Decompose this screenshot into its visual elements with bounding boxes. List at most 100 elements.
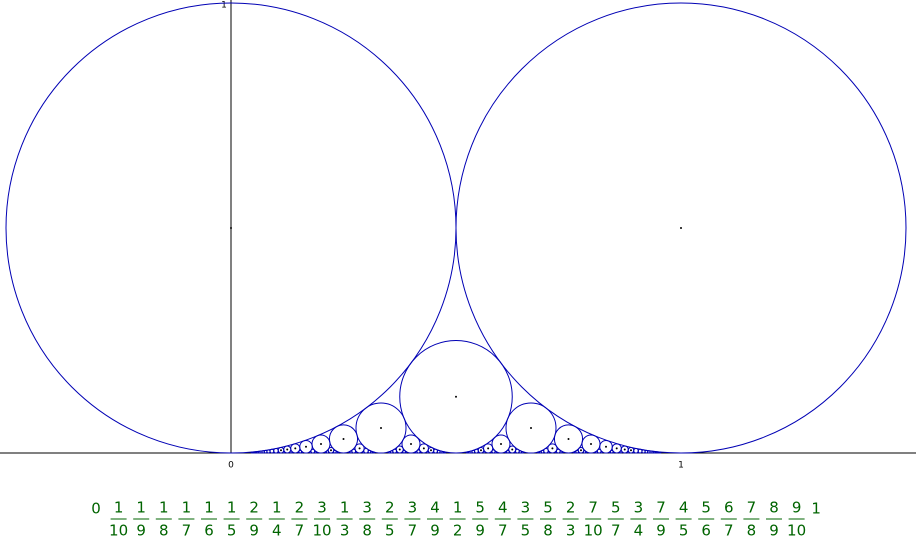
center-point: [358, 447, 361, 450]
ford-circle: [522, 451, 525, 454]
ford-circle: [432, 451, 435, 454]
ford-circle: [395, 451, 398, 454]
ford-circle: [536, 451, 539, 454]
numerator: 1: [453, 499, 463, 517]
ford-circle: [508, 451, 511, 454]
ford-circle: [514, 451, 517, 454]
center-point: [398, 448, 401, 451]
center-point: [294, 447, 297, 450]
numerator: 1: [204, 499, 214, 517]
ford-circle: [399, 340, 513, 454]
ford-circle: [250, 451, 253, 454]
numerator: 3: [408, 499, 418, 517]
ford-circle: [577, 451, 580, 454]
center-point: [567, 437, 570, 440]
denominator: 9: [249, 522, 259, 540]
ford-circle: [315, 451, 318, 454]
ford-circle: [426, 450, 430, 454]
denominator: 6: [204, 522, 214, 540]
ford-circle: [477, 451, 480, 454]
center-point: [605, 445, 607, 448]
ford-circle: [491, 434, 511, 454]
center-point: [380, 427, 382, 429]
denominator: 4: [272, 522, 282, 540]
x-axis-label: 0: [228, 461, 234, 471]
ford-circle: [561, 451, 564, 454]
ford-circle: [387, 451, 390, 454]
ford-circle: [328, 424, 359, 454]
denominator: 5: [385, 522, 395, 540]
center-point: [487, 447, 490, 450]
ford-circle: [632, 451, 635, 454]
ford-circle: [309, 450, 312, 454]
ford-circle: [547, 450, 550, 454]
center-point: [500, 443, 502, 445]
numerator: 1: [182, 499, 192, 517]
denominator: 6: [701, 522, 711, 540]
ford-circle: [618, 451, 621, 454]
ford-circle: [373, 451, 376, 454]
denominator: 8: [543, 522, 553, 540]
numerator: 2: [385, 499, 395, 517]
denominator: 3: [566, 522, 576, 540]
denominator: 10: [109, 522, 128, 540]
center-point: [630, 449, 632, 452]
denominator: 8: [362, 522, 372, 540]
numerator: 1: [159, 499, 169, 517]
denominator: 8: [159, 522, 169, 540]
denominator: 10: [787, 522, 806, 540]
ford-circle: [612, 451, 615, 454]
fraction-row: 0 110191817161529142731013382537491259473…: [91, 499, 821, 540]
denominator: 7: [498, 522, 508, 540]
circles: [5, 2, 907, 454]
denominator: 7: [295, 522, 305, 540]
numerator: 8: [769, 499, 779, 517]
center-point: [410, 443, 412, 445]
numerator: 2: [566, 499, 576, 517]
x-axis-label: 1: [678, 461, 684, 471]
center-point: [511, 448, 514, 451]
denominator: 9: [430, 522, 440, 540]
numerator: 7: [747, 499, 757, 517]
center-point: [330, 449, 332, 452]
numerator: 5: [543, 499, 553, 517]
denominator: 7: [182, 522, 192, 540]
center-point: [342, 437, 345, 440]
numerator: 7: [588, 499, 598, 517]
denominator: 7: [724, 522, 734, 540]
ford-circle: [291, 451, 294, 454]
center-point: [430, 449, 432, 452]
denominator: 5: [679, 522, 689, 540]
numerator: 4: [679, 499, 689, 517]
center-point: [286, 448, 289, 451]
ford-circle: [354, 443, 365, 454]
numerator: 2: [295, 499, 305, 517]
center-point: [480, 449, 482, 452]
numerator: 5: [611, 499, 621, 517]
ford-circle: [495, 451, 498, 454]
ford-circle: [414, 451, 417, 454]
numerator: 3: [521, 499, 531, 517]
ford-circle: [572, 451, 575, 454]
numerator: 1: [227, 499, 237, 517]
numerator: 1: [340, 499, 350, 517]
ford-circle: [324, 451, 327, 454]
ford-circle: [300, 451, 304, 454]
numerator: 3: [634, 499, 644, 517]
numerator: 6: [724, 499, 734, 517]
ford-circle: [297, 451, 300, 454]
numerator: 5: [701, 499, 711, 517]
ford-circle: [547, 443, 558, 454]
ford-circle: [355, 402, 407, 454]
denominator: 7: [408, 522, 418, 540]
ford-circle: [419, 451, 422, 454]
ford-circle: [504, 451, 508, 454]
denominator: 3: [340, 522, 350, 540]
ford-circle: [404, 451, 408, 454]
ford-circle: [626, 450, 630, 454]
ford-circle: [354, 451, 358, 454]
center-point: [680, 227, 682, 229]
ford-circle: [337, 451, 340, 454]
denominator: 9: [475, 522, 485, 540]
